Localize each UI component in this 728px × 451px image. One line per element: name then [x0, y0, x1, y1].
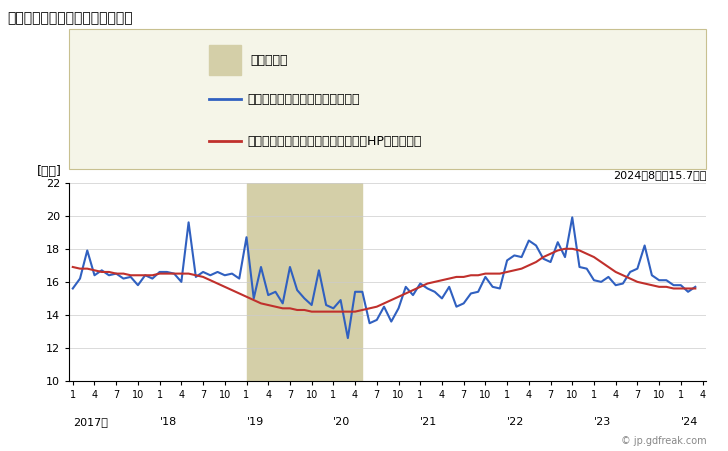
Text: 男性常用労働者の所定外労働時間: 男性常用労働者の所定外労働時間	[248, 93, 360, 106]
Text: 男性常用労働者の所定外労働時間: 男性常用労働者の所定外労働時間	[7, 11, 133, 25]
Bar	[247, 183, 363, 381]
Text: '22: '22	[507, 417, 524, 427]
Bar	[210, 45, 241, 75]
Text: 2017年: 2017年	[73, 417, 108, 427]
Text: '18: '18	[159, 417, 177, 427]
Text: '23: '23	[594, 417, 612, 427]
Text: 男性常用労働者の所定外労働時間（HPフィルタ）: 男性常用労働者の所定外労働時間（HPフィルタ）	[248, 135, 422, 147]
Text: '21: '21	[420, 417, 438, 427]
Text: [時間]: [時間]	[37, 165, 62, 178]
Text: '19: '19	[247, 417, 264, 427]
Text: '20: '20	[333, 417, 351, 427]
Text: 景気後退期: 景気後退期	[250, 54, 288, 67]
Text: © jp.gdfreak.com: © jp.gdfreak.com	[620, 437, 706, 446]
Text: 2024年8月：15.7時間: 2024年8月：15.7時間	[613, 170, 706, 180]
Text: '24: '24	[681, 417, 698, 427]
